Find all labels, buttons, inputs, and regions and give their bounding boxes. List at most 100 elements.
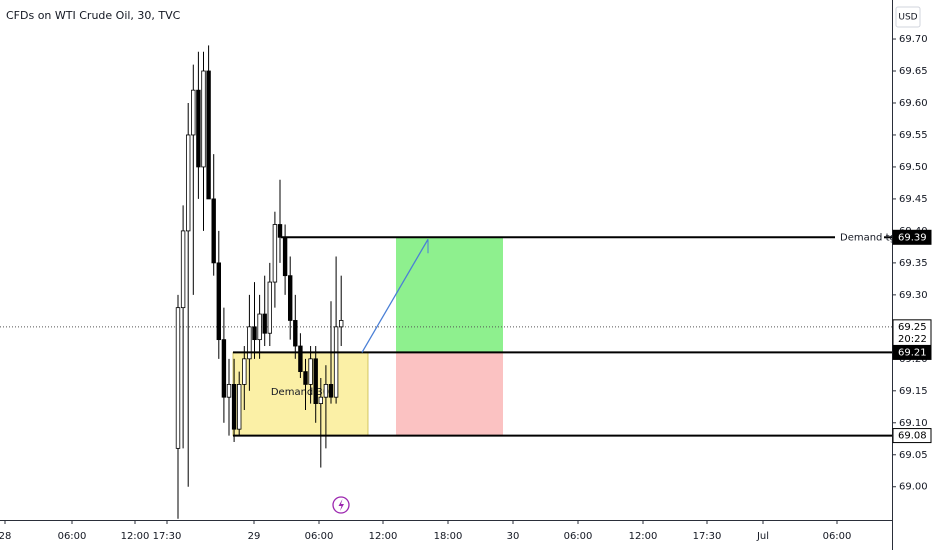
candle — [196, 51, 201, 199]
y-tick-label: 69.50 — [899, 162, 928, 173]
x-tick-label: 29 — [248, 531, 261, 542]
plot: Demand 30 Demand tgt — [0, 45, 900, 519]
candle — [231, 358, 237, 442]
x-tick-label: 30 — [507, 531, 520, 542]
candle — [313, 346, 318, 423]
candle-body — [333, 326, 339, 398]
candle — [191, 64, 196, 295]
y-tick-label: 69.05 — [899, 450, 928, 461]
candle — [257, 294, 262, 359]
x-tick-label: 17:30 — [693, 531, 722, 542]
candle — [216, 230, 221, 359]
candle-body — [216, 262, 221, 341]
candle — [242, 346, 247, 410]
candle — [185, 102, 191, 487]
y-tick-label: 69.10 — [899, 418, 928, 429]
candle-body — [206, 70, 211, 200]
candle-body — [282, 236, 288, 277]
candle-body — [318, 396, 323, 404]
stop-zone — [396, 352, 503, 436]
candle-body — [287, 275, 293, 321]
candle — [308, 346, 313, 404]
price-label-box — [892, 428, 932, 444]
candle — [287, 256, 293, 340]
candle-body — [231, 384, 237, 430]
y-tick-label: 69.30 — [899, 290, 928, 301]
x-tick-label: 12:00 — [121, 531, 150, 542]
x-tick-label: 12:00 — [629, 531, 658, 542]
price-label: 69.21 — [898, 347, 927, 358]
candle-body — [196, 89, 201, 168]
y-tick-label: 69.35 — [899, 258, 928, 269]
candle — [252, 282, 257, 359]
candle — [206, 45, 211, 200]
candle-body — [328, 384, 334, 398]
y-tick-label: 69.45 — [899, 194, 928, 205]
target-label: Demand tgt — [840, 232, 900, 243]
x-tick-label: 12:00 — [369, 531, 398, 542]
candle-body — [272, 224, 278, 283]
candle-body — [303, 371, 308, 385]
candle — [211, 154, 216, 276]
x-tick-label: 06:00 — [305, 531, 334, 542]
y-tick-label: 69.60 — [899, 98, 928, 109]
candle — [318, 378, 323, 468]
price-label-box — [892, 229, 932, 245]
countdown: 20:22 — [898, 334, 927, 345]
candle-body — [308, 358, 313, 385]
candle-body — [298, 345, 303, 373]
y-tick-label: 69.15 — [899, 386, 928, 397]
candle — [323, 365, 329, 449]
candle — [236, 371, 242, 436]
candle-body — [313, 358, 318, 404]
candle-body — [226, 384, 232, 398]
candle — [180, 205, 186, 449]
candle-body — [247, 326, 252, 360]
candle — [298, 333, 303, 379]
candle — [175, 294, 181, 519]
y-tick-label: 69.00 — [899, 482, 928, 493]
x-tick-label: 17:30 — [153, 531, 182, 542]
x-tick-label: 06:00 — [58, 531, 87, 542]
y-tick-label: 69.70 — [899, 34, 928, 45]
zone-label: Demand 30 — [271, 387, 329, 398]
candle — [303, 358, 308, 410]
currency-box[interactable] — [895, 6, 921, 28]
candle-body — [267, 281, 272, 334]
candle-body — [277, 224, 283, 238]
candle-body — [180, 230, 186, 309]
candle-body — [201, 70, 206, 168]
x-tick-label: 18:00 — [434, 531, 463, 542]
chart-title: CFDs on WTI Crude Oil, 30, TVC — [6, 9, 181, 22]
candle-body — [262, 313, 267, 334]
price-label: 69.25 — [898, 322, 927, 333]
price-label-box — [892, 319, 932, 347]
y-tick-label: 69.55 — [899, 130, 928, 141]
target-zone — [396, 237, 503, 353]
candle — [272, 211, 278, 308]
candle-body — [236, 384, 242, 430]
x-tick-label: 28 — [0, 531, 11, 542]
candle — [226, 358, 232, 436]
candle-body — [242, 358, 247, 385]
candle — [201, 51, 206, 231]
event-bolt — [338, 499, 344, 511]
candle-body — [221, 339, 227, 398]
candle — [333, 256, 339, 404]
candle — [247, 294, 252, 391]
candle — [262, 275, 267, 347]
y-tick-label: 69.65 — [899, 66, 928, 77]
currency: USD — [898, 13, 917, 23]
x-tick-label: Jul — [756, 531, 769, 542]
price-label: 69.08 — [898, 431, 927, 442]
candle-body — [252, 326, 257, 341]
candle-body — [175, 307, 181, 449]
x-tick-label: 06:00 — [823, 531, 852, 542]
event-icon[interactable] — [332, 496, 350, 514]
x-tick-label: 06:00 — [564, 531, 593, 542]
candle — [293, 294, 298, 359]
price-label: 69.39 — [898, 232, 927, 243]
candle — [221, 307, 227, 423]
